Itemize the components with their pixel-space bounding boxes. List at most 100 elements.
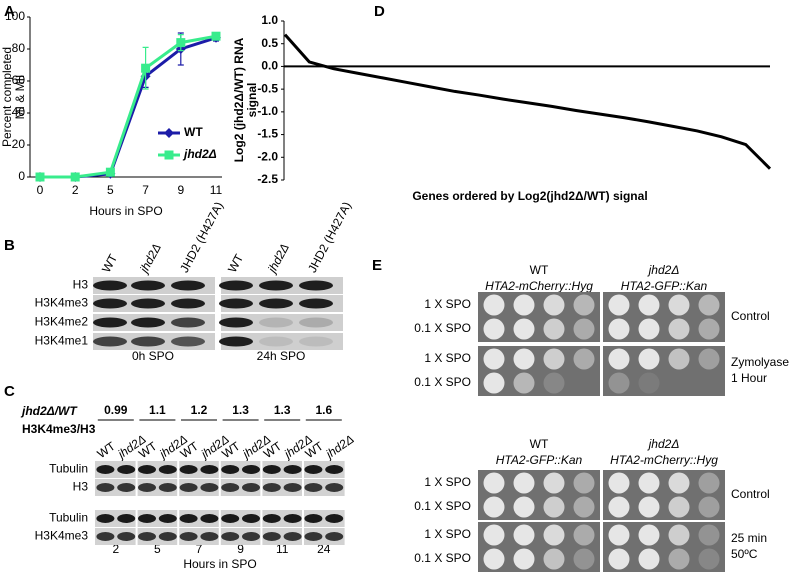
- yeast-spot: [608, 496, 630, 518]
- y-tick-label: -1.5: [257, 127, 278, 141]
- blot-caption: 0h SPO: [132, 349, 174, 363]
- yeast-spot: [668, 318, 690, 340]
- strain-header: WT: [530, 263, 549, 277]
- yeast-spot: [543, 348, 565, 370]
- row-label: Tubulin: [49, 511, 88, 525]
- yeast-spot: [638, 472, 660, 494]
- yeast-spot: [638, 294, 660, 316]
- time-label: 5: [154, 542, 161, 556]
- blot-band: [179, 514, 198, 523]
- strain-header: HTA2-GFP::Kan: [621, 279, 708, 293]
- yeast-spot: [513, 496, 535, 518]
- yeast-spot: [638, 524, 660, 546]
- yeast-spot: [483, 348, 505, 370]
- yeast-spot: [638, 548, 660, 570]
- yeast-spot: [513, 318, 535, 340]
- yeast-spot: [513, 524, 535, 546]
- blot-band: [138, 465, 156, 474]
- time-label: 2: [112, 542, 119, 556]
- series-line: [40, 34, 217, 179]
- blot-band: [131, 317, 165, 328]
- yeast-spot: [608, 294, 630, 316]
- row-label: H3K4me3: [35, 529, 89, 543]
- time-label: 9: [237, 542, 244, 556]
- blot-band: [259, 298, 293, 309]
- blot-band: [200, 532, 219, 541]
- yeast-spot: [573, 348, 595, 370]
- x-tick-label: 11: [210, 183, 223, 197]
- y-tick-label: 1.0: [261, 13, 278, 27]
- yeast-spot: [483, 524, 505, 546]
- row-label: 1 X SPO: [424, 475, 471, 489]
- ratio-value: 1.2: [191, 403, 208, 417]
- panel-label: E: [372, 257, 382, 274]
- legend-marker: [164, 128, 174, 138]
- strain-header: HTA2-mCherry::Hyg: [610, 453, 718, 467]
- blot-band: [219, 280, 253, 291]
- blot-band: [299, 317, 333, 328]
- y-axis-label: Percent completed: [0, 47, 14, 147]
- lane-label: JHD2 (H427A): [177, 199, 226, 274]
- condition-label: Control: [731, 487, 770, 501]
- x-tick-label: 5: [107, 183, 114, 197]
- blot-band: [262, 514, 281, 523]
- strain-header: jhd2Δ: [647, 437, 680, 451]
- yeast-spot: [668, 548, 690, 570]
- yeast-spot: [668, 294, 690, 316]
- ratio-value: 1.6: [315, 403, 332, 417]
- yeast-spot: [668, 524, 690, 546]
- row-label: H3K4me3: [35, 296, 89, 310]
- y-tick-label: -1.0: [257, 104, 278, 118]
- data-point: [211, 31, 221, 41]
- yeast-spot: [668, 348, 690, 370]
- blot-band: [304, 532, 323, 541]
- yeast-spot: [698, 548, 720, 570]
- yeast-spot: [608, 372, 630, 394]
- blot-band: [138, 532, 156, 541]
- yeast-spot: [483, 372, 505, 394]
- yeast-spot: [513, 294, 535, 316]
- blot-band: [221, 532, 240, 541]
- legend-label: jhd2Δ: [182, 147, 217, 161]
- blot-band: [179, 483, 198, 492]
- blot-band: [200, 483, 219, 492]
- blot-band: [96, 465, 115, 474]
- x-tick-label: 9: [177, 183, 184, 197]
- yeast-spot: [698, 524, 720, 546]
- yeast-spot: [638, 318, 660, 340]
- yeast-spot: [573, 524, 595, 546]
- blot-band: [158, 483, 177, 492]
- data-point: [35, 172, 45, 182]
- lane-label: JHD2 (H427A): [305, 199, 354, 274]
- yeast-spot: [543, 524, 565, 546]
- blot-band: [96, 483, 115, 492]
- blot-band: [242, 532, 260, 541]
- yeast-spot: [698, 348, 720, 370]
- blot-band: [304, 483, 323, 492]
- blot-band: [299, 336, 333, 347]
- blot-band: [93, 317, 127, 328]
- blot-band: [93, 336, 127, 347]
- blot-band: [219, 317, 253, 328]
- yeast-spot: [543, 472, 565, 494]
- panel-label: A: [4, 3, 15, 20]
- condition-label: 1 Hour: [731, 371, 767, 385]
- ratio-value: 0.99: [104, 403, 128, 417]
- blot-band: [219, 298, 253, 309]
- data-point: [105, 167, 115, 177]
- row-label: H3K4me2: [35, 315, 89, 329]
- yeast-spot: [698, 318, 720, 340]
- y-tick-label: 0.5: [261, 36, 278, 50]
- yeast-spot: [668, 472, 690, 494]
- x-axis-label: Hours in SPO: [89, 204, 162, 218]
- blot-band: [221, 483, 240, 492]
- yeast-spot: [668, 496, 690, 518]
- ratio-value: 1.3: [232, 403, 249, 417]
- blot-band: [117, 483, 136, 492]
- yeast-spot: [543, 548, 565, 570]
- row-label: 1 X SPO: [424, 297, 471, 311]
- blot-band: [242, 465, 260, 474]
- condition-label: 25 min: [731, 531, 767, 545]
- blot-band: [283, 532, 302, 541]
